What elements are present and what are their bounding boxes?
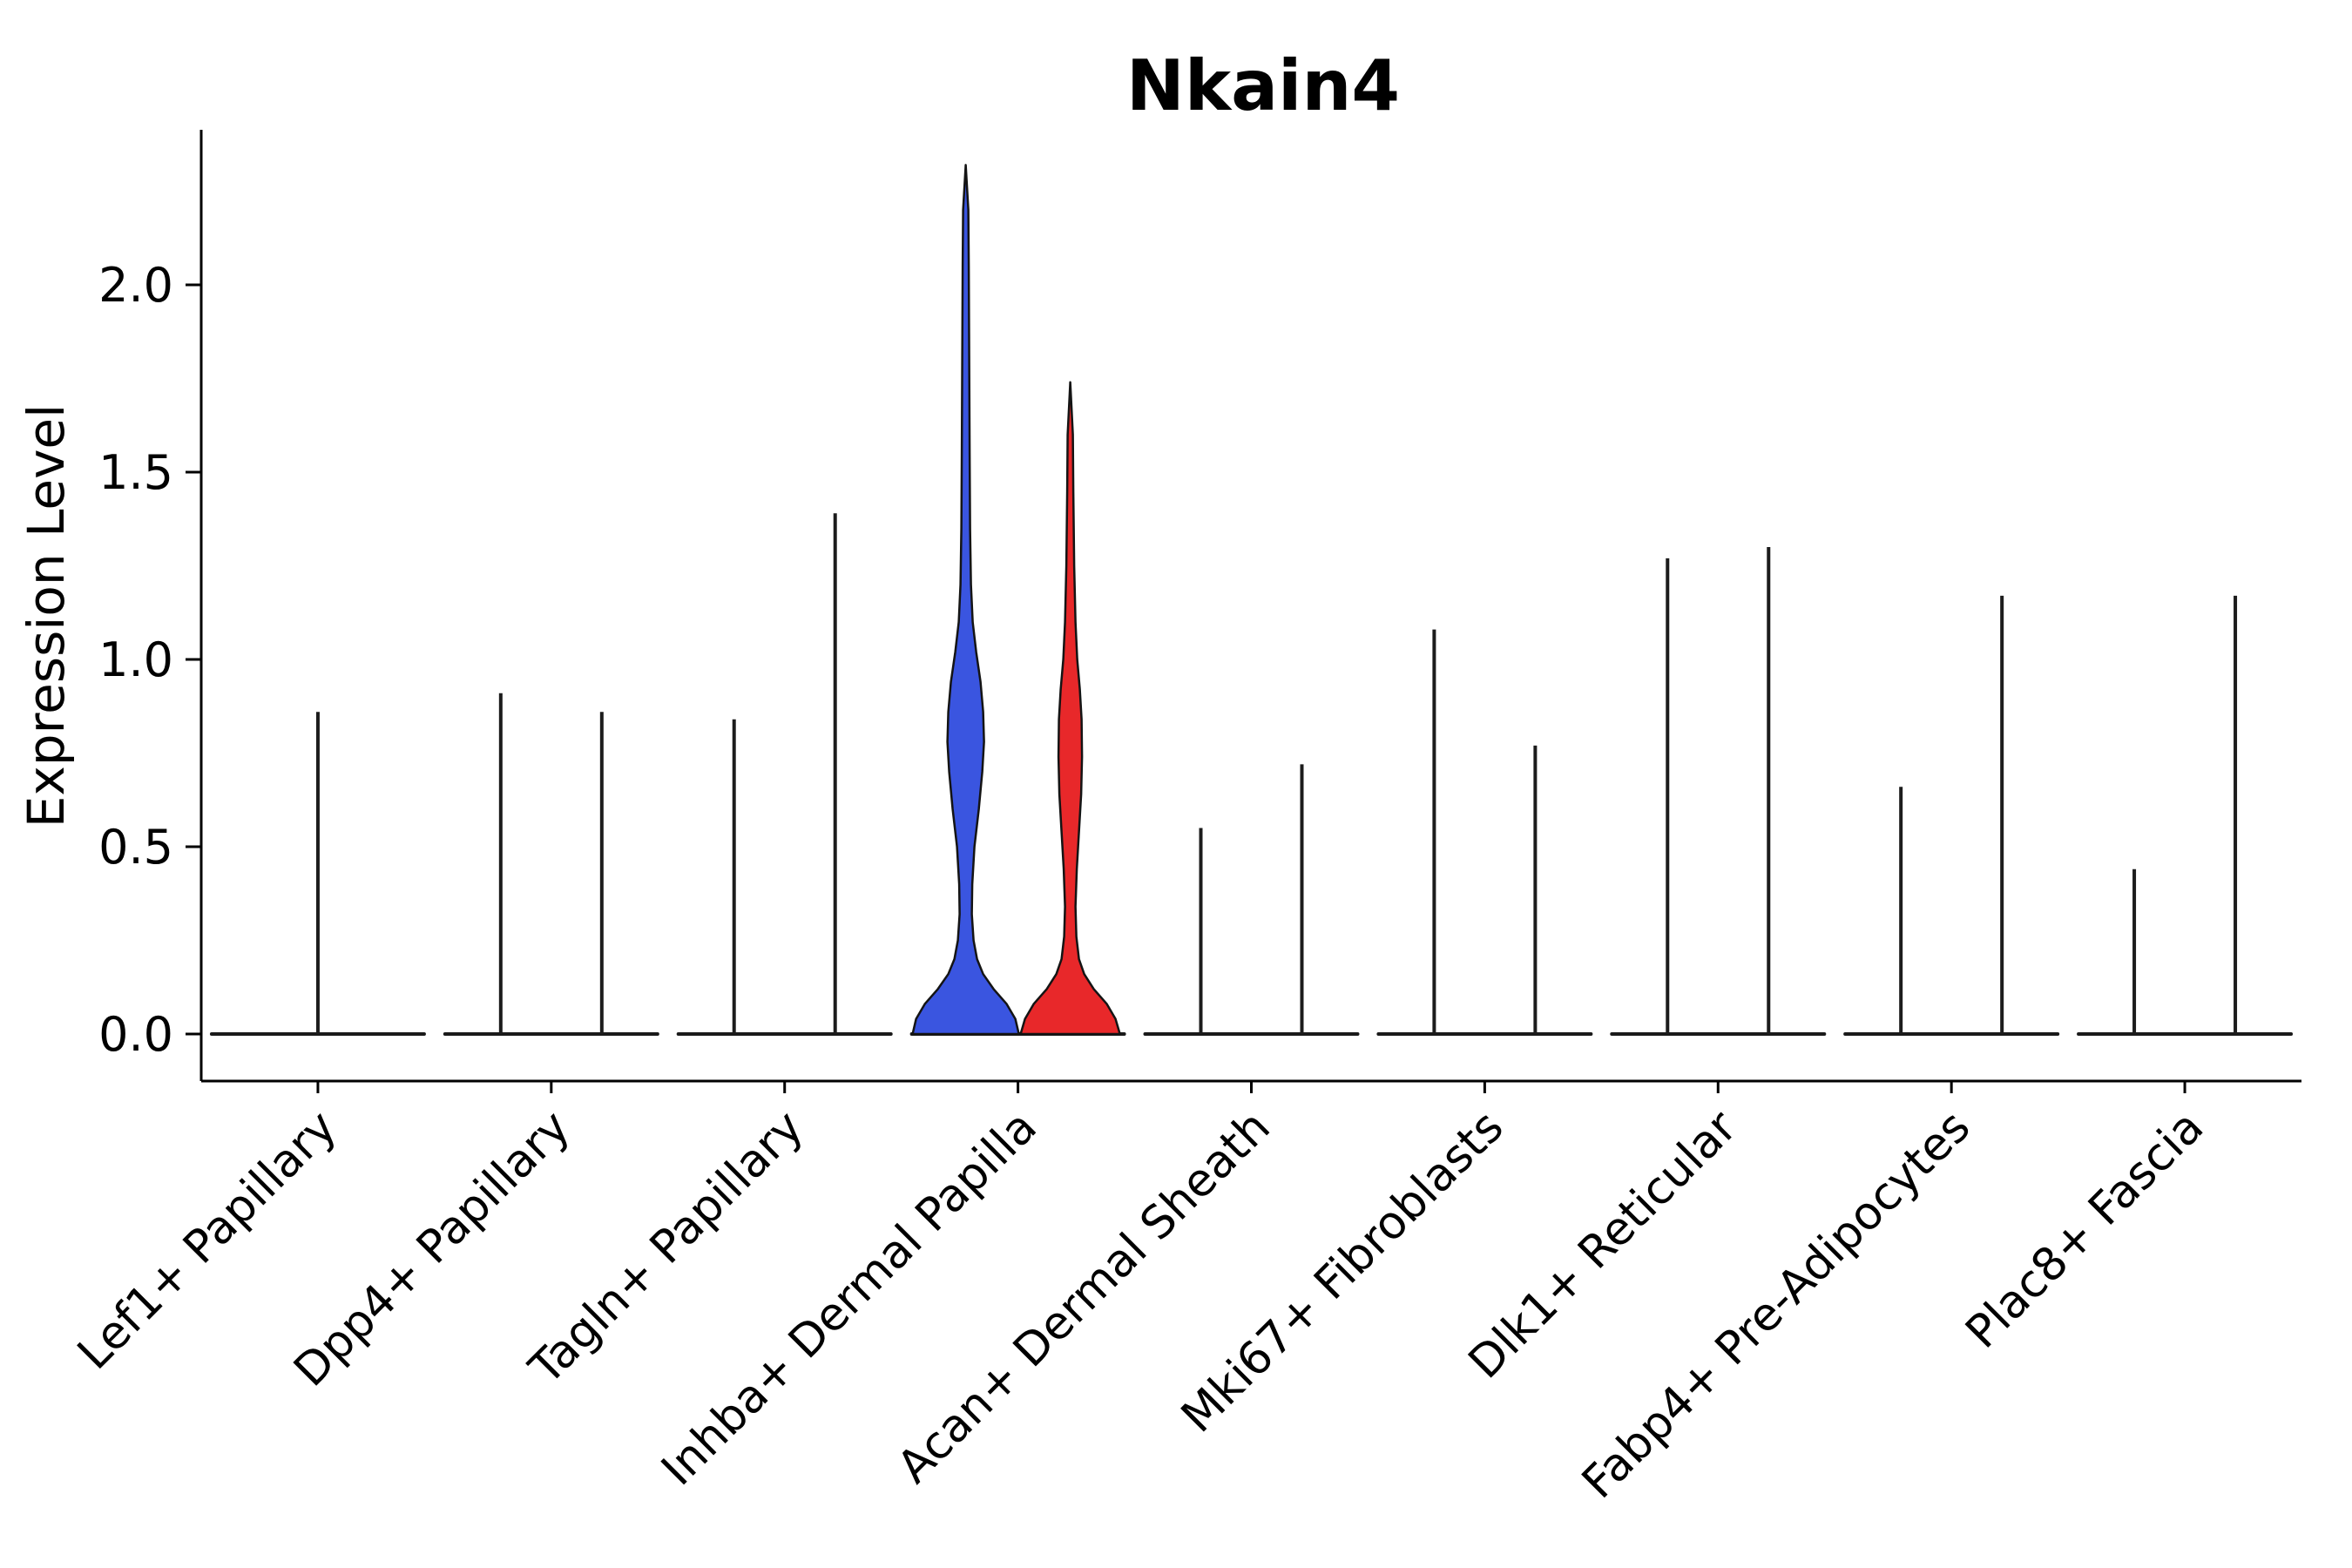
y-tick-label: 0.0 [98, 1007, 173, 1062]
chart-title: Nkain4 [1126, 45, 1400, 126]
y-tick-label: 1.5 [98, 445, 173, 500]
y-tick-label: 2.0 [98, 258, 173, 313]
y-tick-label: 1.0 [98, 632, 173, 687]
y-tick-label: 0.5 [98, 820, 173, 875]
violin-body [1019, 381, 1121, 1036]
x-tick-label: Inhba+ Dermal Papilla [652, 1101, 1046, 1496]
x-tick-label: Plac8+ Fascia [1956, 1101, 2213, 1359]
y-axis-label: Expression Level [17, 404, 76, 828]
x-tick-label: Acan+ Dermal Sheath [888, 1101, 1281, 1494]
violin-body [911, 164, 1020, 1036]
x-tick-label: Fabp4+ Pre-Adipocytes [1572, 1101, 1980, 1509]
